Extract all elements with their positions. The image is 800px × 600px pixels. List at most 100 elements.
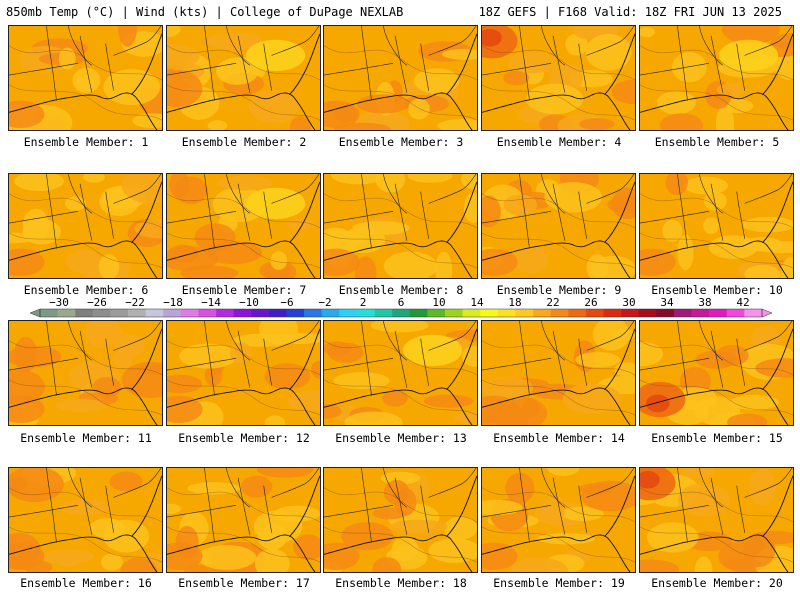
colorbar-tick-label: 38 (698, 296, 712, 309)
member-map-panel (166, 25, 321, 131)
colorbar-segment (568, 309, 587, 317)
colorbar-segment (550, 309, 569, 317)
member-label: Ensemble Member: 18 (335, 576, 467, 590)
member-label: Ensemble Member: 17 (178, 576, 310, 590)
member-label: Ensemble Member: 12 (178, 431, 310, 445)
colorbar-tick-label: 34 (660, 296, 674, 309)
member-label: Ensemble Member: 20 (651, 576, 783, 590)
colorbar-segment (709, 309, 728, 317)
colorbar-segment (585, 309, 604, 317)
member-label: Ensemble Member: 10 (651, 283, 783, 297)
member-map-panel (8, 467, 163, 573)
colorbar-tick-label: 2 (359, 296, 367, 309)
colorbar-min-arrow (29, 308, 41, 318)
member-label: Ensemble Member: 5 (654, 135, 780, 149)
colorbar-segment (286, 309, 305, 317)
member-label: Ensemble Member: 2 (181, 135, 307, 149)
colorbar-tick-label: 26 (584, 296, 598, 309)
member-label: Ensemble Member: 16 (20, 576, 152, 590)
member-label: Ensemble Member: 11 (20, 431, 152, 445)
member-map-panel (166, 320, 321, 426)
colorbar-segment (268, 309, 287, 317)
temperature-colorbar (29, 308, 773, 318)
member-map-panel (323, 173, 478, 279)
colorbar-segment (233, 309, 252, 317)
colorbar-segment (392, 309, 411, 317)
colorbar-segment (638, 309, 657, 317)
colorbar-segment (515, 309, 534, 317)
colorbar-segment (445, 309, 463, 317)
colorbar-segment (198, 309, 217, 317)
member-map-panel (639, 467, 794, 573)
colorbar-segment (321, 309, 340, 317)
colorbar-segment (673, 309, 692, 317)
colorbar-segment (356, 309, 375, 317)
member-label: Ensemble Member: 4 (496, 135, 622, 149)
colorbar-tick-label: −26 (87, 296, 107, 309)
colorbar-segment (427, 309, 446, 317)
colorbar-segment (726, 309, 745, 317)
colorbar-tick-label: −22 (125, 296, 145, 309)
colorbar-tick-label: −18 (163, 296, 183, 309)
colorbar-segment (691, 309, 710, 317)
map-title: 850mb Temp (°C) | Wind (kts) | College o… (6, 5, 404, 19)
member-map-panel (8, 25, 163, 131)
colorbar-tick-label: 10 (432, 296, 446, 309)
colorbar-segment (251, 309, 270, 317)
colorbar-tick-label: 18 (508, 296, 522, 309)
member-label: Ensemble Member: 14 (493, 431, 625, 445)
member-map-panel (8, 173, 163, 279)
member-map-panel (639, 173, 794, 279)
colorbar-segment (621, 309, 640, 317)
member-map-panel (323, 25, 478, 131)
colorbar-tick-label: −10 (239, 296, 259, 309)
colorbar-segment (339, 309, 358, 317)
member-label: Ensemble Member: 15 (651, 431, 783, 445)
member-label: Ensemble Member: 9 (496, 283, 622, 297)
member-map-panel (639, 25, 794, 131)
member-label: Ensemble Member: 8 (338, 283, 464, 297)
member-label: Ensemble Member: 13 (335, 431, 467, 445)
colorbar-segment (110, 309, 129, 317)
colorbar-segment (603, 309, 622, 317)
member-map-panel (481, 173, 636, 279)
colorbar-tick-label: 22 (546, 296, 560, 309)
colorbar-segment (480, 309, 499, 317)
model-run-info: 18Z GEFS | F168 Valid: 18Z FRI JUN 13 20… (478, 5, 782, 19)
colorbar-segment (216, 309, 235, 317)
colorbar-segment (57, 309, 76, 317)
colorbar-tick-label: −2 (318, 296, 332, 309)
member-label: Ensemble Member: 6 (23, 283, 149, 297)
colorbar-max-arrow (761, 308, 773, 318)
member-map-panel (166, 173, 321, 279)
member-map-panel (166, 467, 321, 573)
member-label: Ensemble Member: 7 (181, 283, 307, 297)
colorbar-tick-label: −6 (280, 296, 294, 309)
colorbar-segment (533, 309, 551, 317)
colorbar-segment (145, 309, 164, 317)
member-map-panel (8, 320, 163, 426)
colorbar-segment (744, 309, 763, 317)
colorbar-segment (75, 309, 94, 317)
colorbar-tick-label: 6 (397, 296, 405, 309)
colorbar-tick-label: 14 (470, 296, 484, 309)
member-map-panel (481, 25, 636, 131)
colorbar-segment (462, 309, 481, 317)
member-label: Ensemble Member: 19 (493, 576, 625, 590)
colorbar-segment (163, 309, 182, 317)
colorbar-segment (92, 309, 111, 317)
member-map-panel (323, 467, 478, 573)
colorbar-segment (497, 309, 516, 317)
member-label: Ensemble Member: 3 (338, 135, 464, 149)
colorbar-tick-label: −14 (201, 296, 221, 309)
colorbar-segment (656, 309, 675, 317)
colorbar-segment (40, 309, 58, 317)
member-map-panel (481, 320, 636, 426)
colorbar-segment (128, 309, 146, 317)
colorbar-segment (374, 309, 393, 317)
member-map-panel (639, 320, 794, 426)
member-map-panel (481, 467, 636, 573)
colorbar-tick-label: 30 (622, 296, 636, 309)
member-map-panel (323, 320, 478, 426)
colorbar-segment (180, 309, 199, 317)
